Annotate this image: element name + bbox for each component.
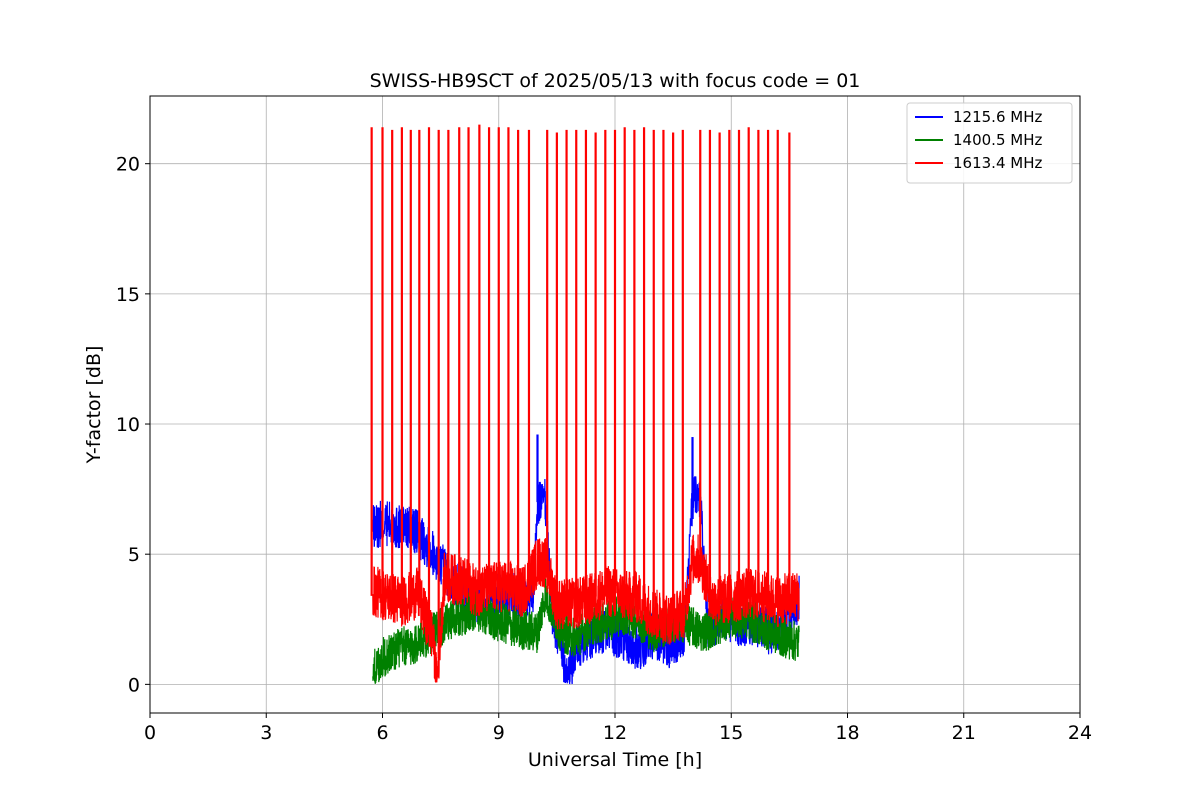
y-tick-label: 20 <box>116 154 140 176</box>
x-axis-label: Universal Time [h] <box>528 749 702 771</box>
legend-entry: 1613.4 MHz <box>953 154 1042 172</box>
legend-entry: 1400.5 MHz <box>953 131 1042 149</box>
series-2 <box>370 124 800 683</box>
y-tick-label: 10 <box>116 414 140 436</box>
x-tick-label: 24 <box>1068 722 1092 744</box>
x-tick-label: 18 <box>835 722 859 744</box>
x-axis: 0 3 6 9 12 15 18 21 24 <box>144 713 1092 744</box>
series-layer <box>370 124 800 685</box>
legend-box <box>906 102 1073 184</box>
y-tick-label: 15 <box>116 284 140 306</box>
y-axis: 0 5 10 15 20 <box>116 154 150 696</box>
x-tick-label: 12 <box>603 722 627 744</box>
chart-title: SWISS-HB9SCT of 2025/05/13 with focus co… <box>370 70 861 92</box>
legend: 1215.6 MHz 1400.5 MHz 1613.4 MHz <box>906 102 1073 184</box>
x-tick-label: 9 <box>493 722 505 744</box>
y-tick-label: 5 <box>128 544 140 566</box>
y-axis-label: Y-factor [dB] <box>83 346 105 465</box>
legend-entry: 1215.6 MHz <box>953 108 1042 126</box>
x-tick-label: 6 <box>376 722 388 744</box>
x-tick-label: 21 <box>952 722 976 744</box>
x-tick-label: 3 <box>260 722 272 744</box>
x-tick-label: 0 <box>144 722 156 744</box>
y-tick-label: 0 <box>128 674 140 696</box>
x-tick-label: 15 <box>719 722 743 744</box>
